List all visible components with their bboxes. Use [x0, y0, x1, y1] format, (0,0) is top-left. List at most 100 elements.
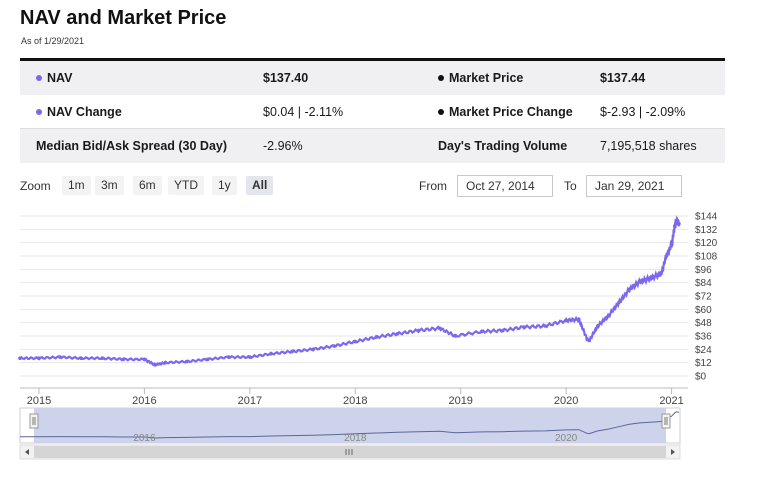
- nav-data-point: [576, 317, 581, 322]
- nav-data-point: [395, 331, 400, 336]
- y-tick-label: $96: [695, 265, 712, 276]
- price-chart: $0 $12 $24 $36 $48 $60 $72 $84 $96 $108 $120 $132 $1…: [18, 212, 718, 460]
- x-tick-label: 2017: [238, 395, 262, 407]
- nav-data-point: [664, 254, 669, 258]
- from-label: From: [419, 179, 447, 193]
- navigator-year-label: 2020: [555, 433, 578, 444]
- x-tick-label: 2018: [343, 395, 367, 407]
- nav-data-point: [100, 356, 105, 361]
- y-tick-label: $36: [695, 332, 712, 343]
- nav-data-point: [269, 351, 273, 356]
- zoom-6m-button[interactable]: 6m: [133, 176, 162, 195]
- nav-data-point: [453, 334, 458, 338]
- nav-data-point: [659, 271, 663, 276]
- navigator-left-handle[interactable]: [29, 413, 39, 429]
- stats-row-spread: Median Bid/Ask Spread (30 Day) -2.96% Da…: [20, 129, 725, 163]
- nav-data-point: [226, 355, 231, 359]
- nav-data-point: [184, 359, 189, 364]
- y-tick-label: $48: [695, 318, 712, 329]
- market-price-change-label: Market Price Change: [438, 105, 573, 119]
- nav-data-point: [587, 338, 592, 343]
- nav-data-point: [37, 356, 41, 361]
- zoom-all-button[interactable]: All: [246, 176, 274, 195]
- y-tick-label: $132: [695, 225, 718, 236]
- market-price-dot-icon: [438, 74, 444, 81]
- nav-data-point: [311, 347, 315, 352]
- nav-change-label: NAV Change: [36, 105, 122, 119]
- nav-data-point: [606, 314, 611, 318]
- page-title: NAV and Market Price: [20, 7, 227, 29]
- nav-data-point: [677, 221, 681, 226]
- zoom-controls: Zoom 1m 3m 6m YTD 1y All From Oct 27, 20…: [20, 175, 725, 197]
- nav-data-point: [332, 344, 336, 348]
- nav-data-point: [564, 318, 568, 323]
- nav-data-point: [353, 339, 358, 344]
- nav-data-point: [248, 355, 252, 359]
- x-tick-label: 2016: [132, 395, 156, 407]
- to-date-input[interactable]: Jan 29, 2021: [586, 175, 682, 197]
- nav-data-point: [543, 324, 547, 328]
- market-price-value: $137.44: [600, 71, 646, 85]
- y-tick-label: $24: [695, 345, 712, 356]
- as-of-date: As of 1/29/2021: [21, 36, 85, 46]
- nav-data-point: [58, 355, 62, 359]
- navigator-year-label: 2016: [133, 433, 156, 444]
- header-divider: [20, 58, 725, 61]
- nav-data-point: [669, 243, 674, 247]
- nav-data-point: [675, 218, 679, 223]
- spread-label: Median Bid/Ask Spread (30 Day): [36, 139, 228, 153]
- nav-data-point: [595, 324, 600, 328]
- nav-data-point: [638, 279, 642, 284]
- volume-label: Day's Trading Volume: [438, 139, 568, 153]
- zoom-3m-button[interactable]: 3m: [95, 176, 124, 195]
- market-price-change-value: $-2.93 | -2.09%: [600, 105, 686, 119]
- y-tick-label: $72: [695, 292, 712, 303]
- zoom-label: Zoom: [20, 179, 51, 193]
- x-tick-label: 2021: [659, 395, 683, 407]
- nav-data-point: [648, 276, 653, 281]
- nav-data-point: [153, 363, 157, 367]
- nav-data-point: [142, 357, 147, 362]
- nav-data-point: [627, 287, 632, 292]
- nav-data-point: [522, 325, 526, 329]
- nav-data-point: [501, 328, 505, 333]
- nav-data-point: [374, 335, 379, 339]
- x-tick-label: 2020: [554, 395, 578, 407]
- spread-value: -2.96%: [263, 139, 303, 153]
- zoom-1y-button[interactable]: 1y: [212, 176, 237, 195]
- nav-data-point: [163, 360, 168, 365]
- y-tick-label: $60: [695, 305, 712, 316]
- y-tick-label: $108: [695, 252, 718, 263]
- from-date-input[interactable]: Oct 27, 2014: [457, 175, 553, 197]
- nav-data-point: [18, 356, 22, 361]
- navigator-year-label: 2018: [344, 433, 367, 444]
- navigator-series-line: [20, 411, 680, 439]
- stats-row-change: NAV Change $0.04 | -2.11% Market Price C…: [20, 95, 725, 129]
- navigator-right-handle[interactable]: [661, 413, 671, 429]
- y-tick-label: $84: [695, 278, 712, 289]
- market-price-change-dot-icon: [438, 108, 444, 115]
- nav-label: NAV: [36, 71, 72, 85]
- scroll-right-arrow-icon[interactable]: [671, 449, 675, 455]
- zoom-ytd-button[interactable]: YTD: [168, 176, 204, 195]
- nav-data-point: [617, 300, 621, 305]
- nav-value: $137.40: [263, 71, 309, 85]
- nav-data-point: [121, 357, 126, 362]
- nav-data-point: [479, 329, 484, 334]
- stats-table: NAV $137.40 Market Price $137.44 NAV Cha…: [20, 61, 725, 163]
- zoom-1m-button[interactable]: 1m: [62, 176, 91, 195]
- market-price-label: Market Price: [438, 71, 523, 85]
- nav-data-point: [79, 356, 83, 361]
- y-tick-label: $0: [695, 372, 707, 383]
- x-tick-label: 2015: [27, 395, 51, 407]
- stats-row-nav: NAV $137.40 Market Price $137.44: [20, 61, 725, 95]
- scroll-left-arrow-icon[interactable]: [25, 449, 29, 455]
- y-tick-label: $144: [695, 212, 718, 223]
- navigator-scrollbar-thumb[interactable]: [34, 446, 666, 458]
- nav-data-point: [416, 328, 421, 333]
- nav-change-dot-icon: [36, 108, 42, 115]
- nav-data-point: [672, 224, 677, 228]
- nav-data-point: [205, 357, 210, 362]
- y-tick-label: $120: [695, 238, 718, 249]
- nav-data-point: [290, 349, 294, 354]
